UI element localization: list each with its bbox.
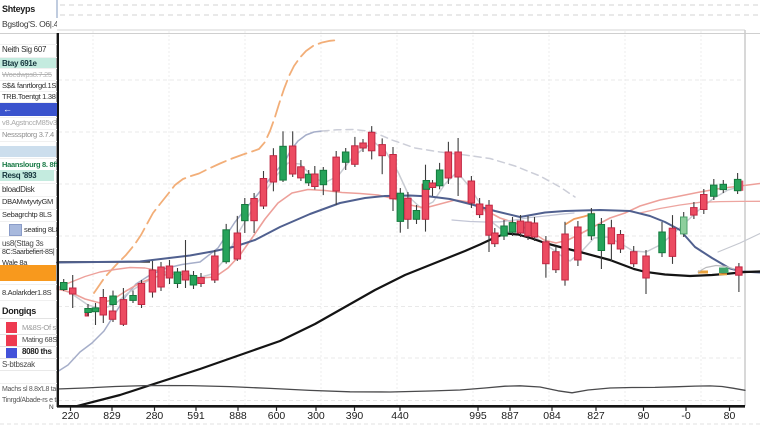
svg-text:084: 084 [543, 410, 561, 422]
svg-text:-0: -0 [681, 410, 690, 422]
svg-text:300: 300 [307, 410, 325, 422]
svg-text:80: 80 [724, 410, 736, 422]
svg-text:N: N [49, 404, 54, 411]
svg-text:888: 888 [229, 410, 247, 422]
svg-text:390: 390 [346, 410, 364, 422]
svg-text:600: 600 [268, 410, 286, 422]
svg-text:995: 995 [469, 410, 487, 422]
svg-text:887: 887 [501, 410, 519, 422]
svg-text:829: 829 [103, 410, 121, 422]
svg-text:220: 220 [62, 410, 80, 422]
svg-text:591: 591 [187, 410, 205, 422]
svg-text:440: 440 [391, 410, 409, 422]
svg-text:827: 827 [587, 410, 605, 422]
svg-text:280: 280 [146, 410, 164, 422]
svg-text:90: 90 [638, 410, 650, 422]
